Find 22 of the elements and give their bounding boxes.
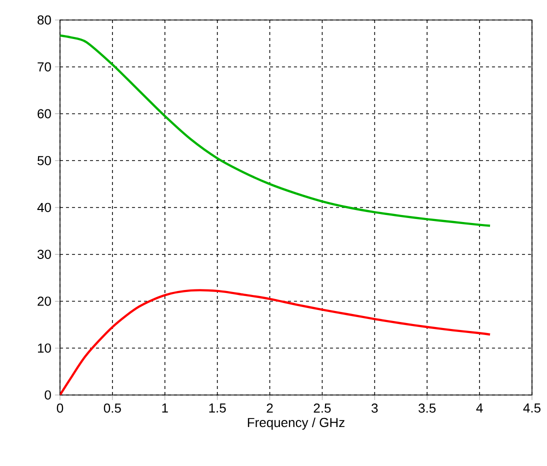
y-tick-label: 70 [38, 62, 51, 72]
x-tick-label: 0.5 [104, 404, 121, 413]
line-series [60, 289, 492, 395]
x-tick-label: 3 [372, 404, 378, 413]
y-tick-label: 50 [38, 156, 51, 166]
y-tick-label: 30 [38, 250, 51, 259]
x-tick-label: 3.5 [418, 404, 436, 413]
line-series [60, 34, 492, 227]
x-tick-label: 4 [476, 404, 483, 412]
y-tick-label: 60 [38, 109, 51, 118]
y-tick-label: 0 [44, 390, 51, 400]
y-tick-label: 80 [38, 15, 51, 25]
y-tick-label: 40 [37, 202, 51, 212]
x-tick-label: 4.5 [523, 404, 540, 413]
x-axis-title: Frequency / GHz [248, 418, 344, 430]
y-tick-label: 10 [38, 344, 51, 353]
x-tick-label: 0 [56, 404, 64, 413]
x-tick-label: 1 [162, 404, 168, 412]
x-tick-label: 2.5 [314, 404, 331, 413]
x-tick-label: 2 [266, 404, 273, 413]
y-tick-label: 20 [38, 296, 51, 306]
x-tick-label: 1.5 [209, 404, 226, 413]
